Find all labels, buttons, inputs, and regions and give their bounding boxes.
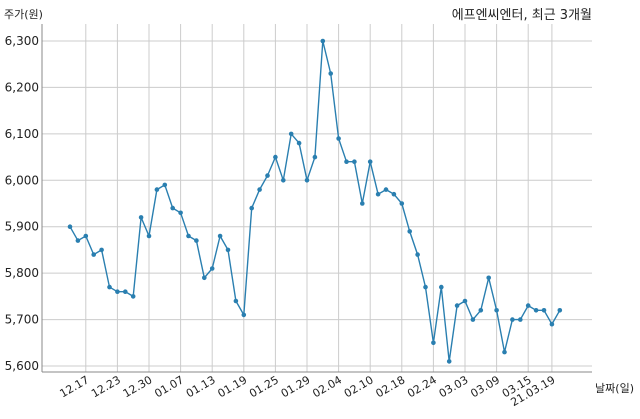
data-point [320,38,326,44]
data-point [344,159,349,164]
data-point [225,247,231,253]
data-point [146,233,152,239]
data-point [154,187,160,192]
data-point [360,201,365,206]
data-point [233,298,239,304]
data-point [541,308,547,313]
data-point [296,140,302,146]
data-point [170,205,175,211]
data-point [273,154,278,160]
data-point [202,275,207,281]
data-point [454,303,460,308]
data-point [407,229,413,234]
x-axis-label: 날짜(일) [595,382,634,395]
data-point [423,284,428,290]
data-point [123,289,128,295]
data-point [209,266,215,271]
y-tick-label: 5,800 [5,266,39,280]
data-point [249,205,254,211]
data-point [533,308,539,313]
x-tick-label: 02.24 [405,373,439,400]
data-point [431,340,436,346]
data-point [178,210,183,216]
data-point [391,191,397,197]
y-tick-label: 6,300 [5,34,39,48]
data-point [328,71,334,76]
data-point [99,247,104,253]
data-point [557,308,563,313]
x-tick-label: 01.07 [152,373,186,400]
data-point [470,317,476,322]
x-tick-label: 02.18 [374,373,408,400]
data-point [257,187,262,192]
data-point [367,159,373,164]
y-tick-label: 5,700 [5,313,39,327]
data-point [91,252,96,257]
data-point [130,294,136,299]
data-point [486,275,492,281]
data-point [336,136,341,141]
y-tick-label: 6,000 [5,173,39,187]
x-tick-label: 01.29 [279,373,313,400]
x-tick-label: 01.13 [184,373,218,400]
x-tick-label: 01.25 [247,373,281,400]
data-point [352,159,357,164]
data-point [549,321,555,327]
data-point [217,233,223,239]
data-point [494,308,499,313]
y-axis-label: 주가(원) [4,8,43,21]
x-tick-label: 03.03 [437,373,471,400]
x-tick-label: 12.30 [121,373,155,400]
x-tick-label: 02.10 [342,373,376,400]
x-tick-label: 03.09 [468,373,502,400]
x-tick-label: 02.04 [310,373,344,400]
data-point [304,178,310,183]
data-point [518,317,523,322]
data-point [502,349,507,355]
data-point [399,201,405,206]
data-point [288,131,294,137]
data-point [265,173,270,178]
y-tick-label: 5,600 [5,359,39,373]
data-point [107,284,112,290]
data-point [186,233,191,239]
data-point [75,238,81,243]
data-point [415,252,420,257]
data-point [83,233,89,239]
data-point [462,298,468,304]
chart-title: 에프엔씨엔터, 최근 3개월 [451,8,592,23]
data-point [115,289,120,295]
data-point [439,284,444,290]
data-point [383,187,389,192]
y-tick-label: 6,100 [5,127,39,141]
x-tick-label: 01.19 [216,373,250,400]
data-point [67,224,73,229]
data-point [194,238,199,243]
y-tick-label: 5,900 [5,220,39,234]
data-point [281,178,286,183]
x-tick-label: 12.23 [89,373,123,400]
data-point [478,308,484,313]
data-point [525,303,531,308]
price-line [69,40,561,362]
data-point [510,317,515,322]
data-point [312,154,318,160]
data-point [375,191,381,197]
x-tick-label: 12.17 [58,373,92,400]
y-tick-label: 6,200 [5,80,39,94]
data-point [162,182,168,188]
data-point [241,312,247,318]
data-point [446,359,452,364]
data-point [138,215,144,220]
